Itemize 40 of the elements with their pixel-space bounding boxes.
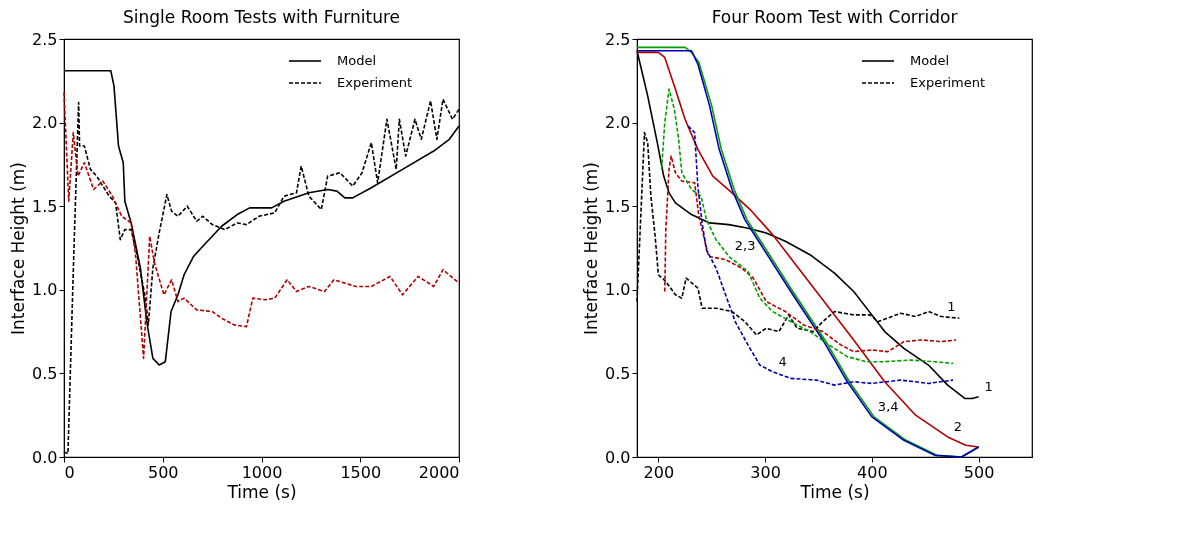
chart-title: Four Room Test with Corridor [711, 7, 958, 27]
x-tick-label: 2000 [418, 462, 460, 482]
line-series [660, 88, 954, 365]
x-tick-label: 200 [643, 462, 675, 482]
y-tick-label: 0.0 [605, 447, 631, 467]
annotation: 2 [953, 418, 962, 434]
legend-label: Experiment [337, 75, 413, 90]
annotation: 3,4 [877, 398, 899, 414]
annotation: 1 [947, 298, 956, 314]
y-tick-label: 0.5 [605, 363, 631, 383]
x-tick-label: 1500 [340, 462, 382, 482]
x-axis-title: Time (s) [226, 481, 297, 502]
annotation: 2,3 [734, 238, 756, 254]
y-tick-label: 0.0 [32, 447, 58, 467]
y-tick-label: 1.5 [605, 196, 631, 216]
x-tick-label: 400 [857, 462, 888, 482]
x-tick-label: 500 [963, 462, 995, 482]
y-tick-label: 2.5 [605, 29, 631, 49]
y-axis-title: Interface Height (m) [581, 162, 602, 335]
y-tick-label: 0.5 [32, 363, 58, 383]
y-tick-label: 2.5 [32, 29, 58, 49]
annotation: 4 [778, 353, 787, 369]
x-tick-label: 500 [147, 462, 179, 482]
line-series [663, 155, 957, 353]
y-axis-title: Interface Height (m) [8, 162, 29, 335]
annotation: 1 [984, 378, 993, 394]
y-tick-label: 2.0 [32, 113, 58, 133]
line-series [687, 125, 954, 386]
x-axis-title: Time (s) [799, 481, 870, 502]
x-tick-label: 1000 [241, 462, 283, 482]
x-tick-label: 0 [64, 462, 75, 482]
legend-label: Experiment [910, 75, 986, 90]
y-tick-label: 2.0 [605, 113, 631, 133]
y-tick-label: 1.5 [32, 196, 58, 216]
y-tick-label: 1.0 [32, 280, 58, 300]
legend-label: Model [910, 53, 950, 68]
x-tick-label: 300 [750, 462, 781, 482]
legend-label: Model [337, 53, 377, 68]
chart-title: Single Room Tests with Furniture [122, 7, 401, 27]
y-tick-label: 1.0 [605, 280, 631, 300]
